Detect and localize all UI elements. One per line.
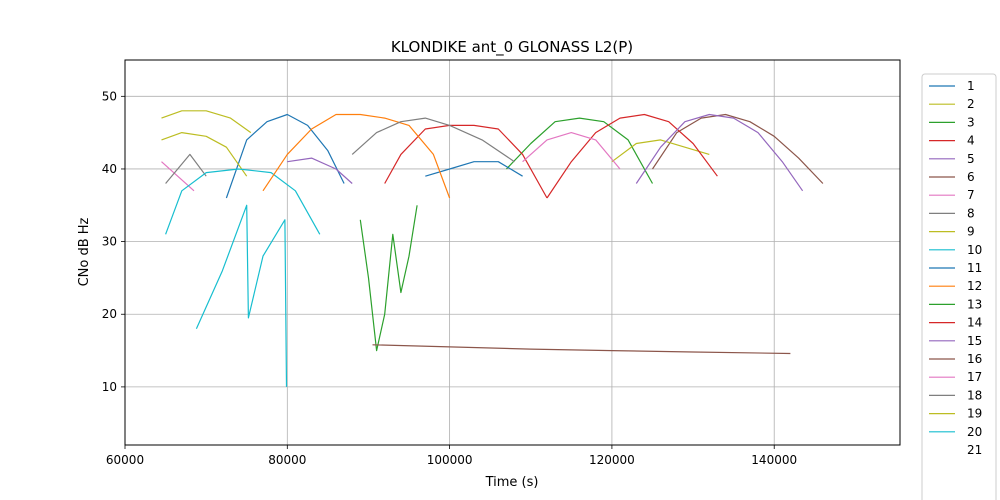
series-line-18: [351, 117, 515, 163]
legend-box: [921, 73, 997, 500]
series-line-12: [262, 113, 451, 199]
y-tick-label: 30: [102, 235, 117, 249]
series-line-3: [505, 117, 654, 184]
series-line-2: [161, 132, 248, 177]
series-line-17: [522, 132, 621, 170]
legend-label-11: 11: [967, 261, 982, 275]
legend-label-8: 8: [967, 206, 975, 220]
legend-label-20: 20: [967, 425, 982, 439]
legend-label-15: 15: [967, 334, 982, 348]
legend-label-9: 9: [967, 225, 975, 239]
legend-label-1: 1: [967, 79, 975, 93]
x-tick-label: 140000: [751, 453, 797, 467]
series-line-11: [425, 161, 523, 177]
legend-label-5: 5: [967, 152, 975, 166]
legend-label-16: 16: [967, 352, 982, 366]
x-axis-label: Time (s): [485, 475, 539, 490]
series-line-15: [635, 113, 804, 192]
legend-label-18: 18: [967, 388, 982, 402]
x-tick-label: 60000: [106, 453, 144, 467]
legend-label-14: 14: [967, 316, 982, 330]
legend-label-19: 19: [967, 407, 982, 421]
legend-label-12: 12: [967, 279, 982, 293]
series-line-5: [287, 157, 353, 184]
series-line-8: [165, 153, 207, 184]
grid: [124, 60, 900, 445]
series-line-13: [359, 205, 418, 352]
legend-label-2: 2: [967, 97, 975, 111]
plot-frame: [124, 59, 901, 446]
y-tick-label: 10: [102, 380, 117, 394]
chart-title: KLONDIKE ant_0 GLONASS L2(P): [391, 38, 633, 57]
series-line-1: [225, 113, 345, 199]
legend-label-10: 10: [967, 243, 982, 257]
y-axis-ticks: 10 20 30 40 50: [102, 89, 125, 394]
series-line-20: [195, 204, 288, 387]
legend-label-7: 7: [967, 188, 975, 202]
y-tick-label: 40: [102, 162, 117, 176]
y-axis-label: CNo dB Hz: [77, 217, 92, 286]
x-axis-ticks: 60000 80000 100000 120000 140000: [106, 445, 797, 467]
x-tick-label: 80000: [268, 453, 306, 467]
series-group: [161, 110, 824, 387]
series-line-4: [384, 124, 548, 199]
legend-label-6: 6: [967, 170, 975, 184]
series-line-10: [165, 168, 321, 235]
y-tick-label: 50: [102, 89, 117, 103]
series-line-9: [611, 139, 710, 163]
x-tick-label: 100000: [427, 453, 473, 467]
legend-label-21: 21: [967, 443, 982, 457]
series-line-14: [546, 113, 718, 199]
legend-label-17: 17: [967, 370, 982, 384]
y-tick-label: 20: [102, 307, 117, 321]
legend-label-4: 4: [967, 134, 975, 148]
series-line-6: [652, 113, 824, 184]
series-line-16: [372, 344, 791, 355]
series-line-19: [161, 110, 252, 134]
legend-label-13: 13: [967, 297, 982, 311]
legend-label-3: 3: [967, 115, 975, 129]
x-tick-label: 120000: [589, 453, 635, 467]
